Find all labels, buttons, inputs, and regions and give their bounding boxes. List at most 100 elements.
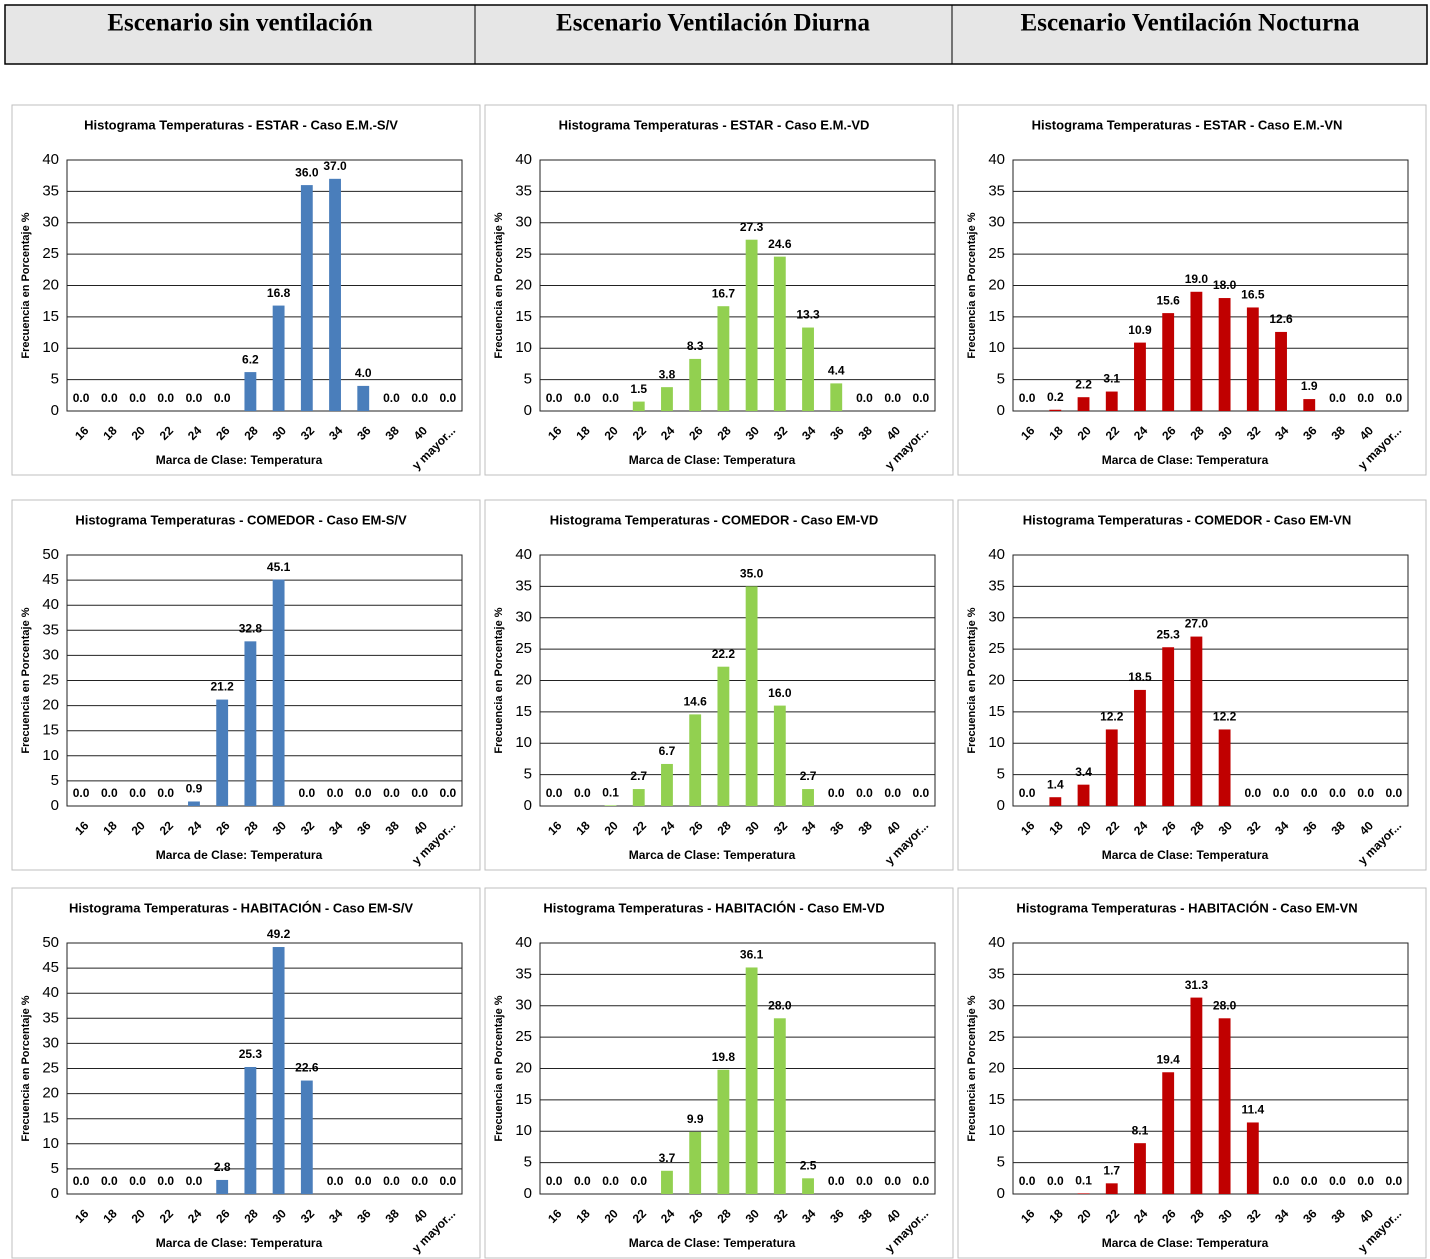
- y-tick-label: 40: [988, 546, 1005, 563]
- data-label: 0.1: [602, 786, 619, 800]
- y-tick-label: 10: [42, 1135, 59, 1152]
- data-label: 0.0: [73, 391, 90, 405]
- data-label: 1.7: [1103, 1164, 1120, 1178]
- y-tick-label: 40: [42, 984, 59, 1001]
- plot-frame: [1012, 554, 1409, 807]
- bar: [1190, 997, 1203, 1194]
- y-tick-label: 35: [515, 965, 532, 982]
- bar: [1190, 636, 1203, 806]
- y-tick-label: 20: [988, 276, 1005, 293]
- chart-panel: Histograma Temperaturas - HABITACIÓN - C…: [957, 887, 1427, 1259]
- data-label: 2.5: [800, 1158, 817, 1172]
- header-bar: [4, 4, 1428, 65]
- y-tick-label: 25: [515, 1028, 532, 1045]
- data-label: 0.0: [1329, 786, 1346, 800]
- y-tick-label: 35: [42, 182, 59, 199]
- data-label: 0.0: [856, 1174, 873, 1188]
- data-label: 0.0: [298, 786, 315, 800]
- y-tick-label: 25: [515, 245, 532, 262]
- bar: [300, 185, 313, 411]
- y-tick-label: 0: [51, 797, 59, 814]
- y-tick-label: 15: [515, 703, 532, 720]
- x-axis-label: Marca de Clase: Temperatura: [156, 453, 323, 467]
- y-tick-label: 30: [988, 997, 1005, 1014]
- bar: [1049, 409, 1062, 411]
- y-axis-label: Frecuencia en Porcentaje %: [966, 995, 978, 1141]
- y-tick-label: 10: [515, 339, 532, 356]
- y-tick-label: 40: [515, 151, 532, 168]
- data-label: 22.6: [295, 1061, 319, 1075]
- plot-frame: [66, 554, 463, 807]
- data-label: 0.0: [1329, 391, 1346, 405]
- bar: [604, 805, 617, 806]
- chart-panel: Histograma Temperaturas - HABITACIÓN - C…: [484, 887, 954, 1259]
- y-tick-label: 25: [988, 245, 1005, 262]
- y-tick-label: 0: [51, 402, 59, 419]
- data-label: 0.0: [1273, 1174, 1290, 1188]
- data-label: 3.4: [1075, 765, 1092, 779]
- y-tick-label: 35: [42, 621, 59, 638]
- data-label: 31.3: [1185, 978, 1209, 992]
- data-label: 0.0: [157, 786, 174, 800]
- y-tick-label: 45: [42, 571, 59, 588]
- bar: [661, 1170, 673, 1194]
- data-label: 0.0: [355, 1174, 372, 1188]
- y-tick-label: 10: [988, 734, 1005, 751]
- bar: [745, 967, 758, 1194]
- bar: [632, 401, 645, 411]
- data-label: 0.0: [574, 1174, 591, 1188]
- bar: [1190, 291, 1203, 411]
- bar: [1303, 399, 1316, 411]
- chart-title: Histograma Temperaturas - HABITACIÓN - C…: [543, 900, 884, 915]
- data-label: 16.8: [267, 286, 291, 300]
- chart-panel: Histograma Temperaturas - ESTAR - Caso E…: [957, 104, 1427, 476]
- data-label: 0.0: [1301, 786, 1318, 800]
- data-label: 0.0: [1244, 786, 1261, 800]
- bar: [1077, 784, 1090, 806]
- bar: [745, 239, 758, 411]
- data-label: 0.0: [574, 786, 591, 800]
- bar: [1246, 307, 1259, 411]
- data-label: 0.0: [186, 391, 203, 405]
- bar: [244, 1066, 257, 1194]
- bar: [661, 387, 673, 411]
- y-tick-label: 50: [42, 934, 59, 951]
- y-tick-label: 20: [988, 1059, 1005, 1076]
- bar: [717, 306, 730, 411]
- y-tick-label: 20: [42, 1085, 59, 1102]
- y-tick-label: 40: [42, 151, 59, 168]
- data-label: 0.0: [411, 391, 428, 405]
- chart-title: Histograma Temperaturas - COMEDOR - Caso…: [1023, 512, 1351, 527]
- y-tick-label: 30: [515, 609, 532, 626]
- bar: [1162, 647, 1175, 806]
- bar: [216, 699, 229, 806]
- data-label: 0.0: [440, 391, 457, 405]
- bar: [272, 947, 285, 1194]
- data-label: 2.7: [630, 769, 647, 783]
- chart-title: Histograma Temperaturas - HABITACIÓN - C…: [69, 900, 413, 915]
- data-label: 9.9: [687, 1112, 704, 1126]
- data-label: 0.0: [73, 786, 90, 800]
- y-tick-label: 5: [51, 371, 59, 388]
- data-label: 36.1: [740, 948, 764, 962]
- data-label: 0.0: [411, 1174, 428, 1188]
- bar: [1105, 729, 1118, 806]
- bar: [329, 178, 341, 411]
- data-label: 19.8: [712, 1050, 736, 1064]
- y-tick-label: 15: [42, 722, 59, 739]
- y-tick-label: 5: [997, 1154, 1005, 1171]
- y-tick-label: 30: [515, 997, 532, 1014]
- data-label: 0.9: [186, 782, 203, 796]
- y-tick-label: 30: [42, 1034, 59, 1051]
- data-label: 12.2: [1213, 710, 1237, 724]
- header-title: Escenario sin ventilación: [107, 10, 372, 37]
- data-label: 0.0: [1386, 786, 1403, 800]
- bar: [1077, 1193, 1090, 1194]
- x-axis-label: Marca de Clase: Temperatura: [1102, 453, 1269, 467]
- data-label: 35.0: [740, 567, 764, 581]
- y-tick-label: 10: [988, 1122, 1005, 1139]
- chart-panel: Histograma Temperaturas - ESTAR - Caso E…: [484, 104, 954, 476]
- chart-panel: Histograma Temperaturas - COMEDOR - Caso…: [11, 499, 481, 871]
- bar: [802, 1178, 814, 1194]
- data-label: 0.0: [157, 1174, 174, 1188]
